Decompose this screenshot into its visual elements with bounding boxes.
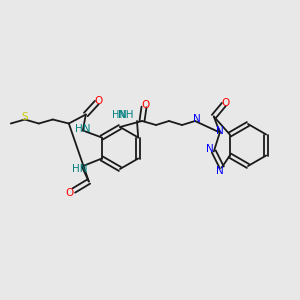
Text: N: N bbox=[193, 114, 201, 124]
Text: N: N bbox=[216, 167, 224, 176]
Text: N: N bbox=[206, 145, 214, 154]
Text: O: O bbox=[66, 188, 74, 197]
Text: O: O bbox=[222, 98, 230, 107]
Text: HN: HN bbox=[72, 164, 88, 173]
Text: O: O bbox=[95, 95, 103, 106]
Text: HN: HN bbox=[75, 124, 91, 134]
Text: NH: NH bbox=[118, 110, 134, 120]
Text: N: N bbox=[216, 125, 224, 136]
Text: HN: HN bbox=[112, 110, 126, 120]
Text: S: S bbox=[22, 112, 28, 122]
Text: O: O bbox=[142, 100, 150, 110]
